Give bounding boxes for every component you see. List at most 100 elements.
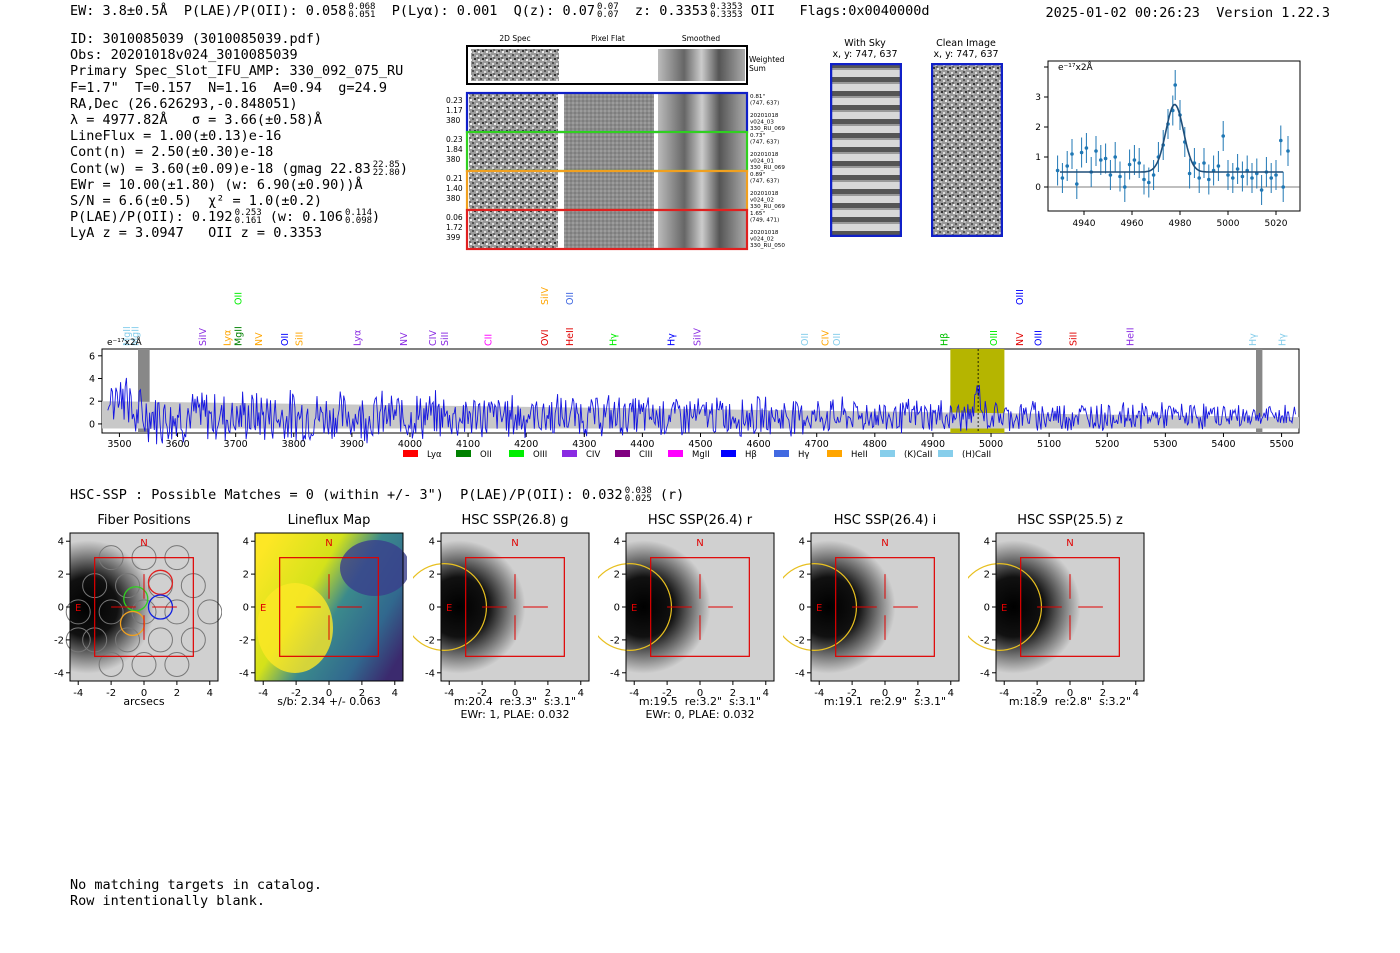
info-plae: P(LAE)/P(OII): 0.192 (70, 209, 233, 226)
fiber-green (123, 586, 149, 612)
cutout-2dspec (469, 94, 558, 131)
xtick-label: -2 (662, 688, 672, 699)
xtick-label: 2 (359, 688, 365, 699)
cutout-right-value: 20201018 (750, 152, 779, 158)
xtick-label: -2 (291, 688, 301, 699)
info-plae-w: (w: 0.106 (269, 209, 343, 226)
zoom-point (1187, 171, 1192, 176)
hsc-panel-caption: arcsecs (123, 695, 165, 708)
info-plae-hi: 0.253 (234, 208, 262, 219)
cutout-smoothed (658, 211, 746, 248)
emission-line-label: MgII (122, 326, 133, 346)
ytick-label: 4 (799, 537, 805, 548)
emission-line-label: SiII (440, 332, 451, 346)
legend-swatch (880, 450, 895, 457)
emission-line-label: SiII (295, 332, 306, 346)
xtick-label: 4 (763, 688, 769, 699)
info-contw: Cont(w) = 3.60(±0.09)e-18 (gmag 22.83 (70, 160, 371, 177)
cutout-right-value: 20201018 (750, 113, 779, 119)
plae-hi: 0.068 (348, 2, 376, 12)
ew-value: EW: 3.8±0.5Å (70, 3, 168, 19)
legend-swatch (721, 450, 736, 457)
emission-line-label: Lyα (223, 330, 234, 346)
xtick-label: -2 (106, 688, 116, 699)
emission-line-label: CII (483, 334, 494, 346)
ytick-label: 4 (614, 537, 620, 548)
fiber-circle (98, 599, 124, 625)
zoom-point (1079, 150, 1084, 155)
info-plae-lo: 0.161 (234, 216, 262, 227)
xtick-label: 0 (141, 688, 147, 699)
info-contw-row: Cont(w) = 3.60(±0.09)e-18 (gmag 22.83 22.… (70, 159, 408, 178)
ytick-label: 2 (984, 570, 990, 581)
weighted-smoothed (658, 49, 745, 81)
zoom-ytick-label: 3 (1035, 93, 1041, 103)
compass-north: N (325, 538, 332, 549)
info-lambda: λ = 4977.82Å σ = 3.66(±0.58)Å (70, 111, 322, 128)
cutout-right-value: v024_02 (750, 198, 774, 204)
spectrum-xtick-label: 4300 (572, 439, 596, 450)
emission-line-label: MgII (131, 326, 142, 346)
aperture-box (650, 557, 750, 657)
clean-image-label: Clean Image (936, 38, 996, 49)
compass-north: N (696, 538, 703, 549)
cutout-right-value: (749, 471) (750, 217, 779, 223)
zoom-point (1070, 152, 1074, 156)
spectrum-xtick-label: 4000 (398, 439, 422, 450)
legend-swatch (509, 450, 524, 457)
ytick-label: 4 (243, 537, 249, 548)
zoom-xtick-label: 4960 (1121, 219, 1144, 229)
ytick-label: 2 (243, 570, 249, 581)
cutout-right-value: v024_01 (750, 159, 774, 165)
cutout-2dspec (469, 211, 558, 248)
legend-swatch (615, 450, 630, 457)
gmag-hi: 22.85 (372, 159, 400, 170)
zoom-point (1094, 149, 1098, 153)
lineflux-peak (257, 583, 333, 673)
xtick-label: -4 (73, 688, 83, 699)
emission-line-label: CIV (428, 330, 439, 346)
gmag-lo: 22.80 (372, 167, 400, 178)
zoom-point (1065, 164, 1069, 168)
zoom-ylabel: e⁻¹⁷x2Å (1058, 61, 1094, 73)
zoom-point (1108, 173, 1113, 177)
fiber-circle (197, 599, 222, 625)
ytick-label: 2 (429, 570, 435, 581)
legend-label: Hγ (798, 450, 809, 460)
legend-swatch (403, 450, 418, 457)
compass-north: N (881, 538, 888, 549)
footer-line-2: Row intentionally blank. (70, 893, 266, 909)
info-id: ID: 3010085039 (3010085039.pdf) (70, 31, 322, 47)
legend-label: MgII (692, 450, 710, 460)
emission-line-label: OIII (989, 330, 1000, 346)
zoom-point (1118, 174, 1122, 179)
hsc-panel-title: Fiber Positions (97, 513, 191, 528)
info-contn: Cont(n) = 2.50(±0.30)e-18 (70, 144, 274, 161)
spectrum-ytick-label: 4 (89, 374, 95, 385)
xtick-label: -4 (999, 688, 1009, 699)
legend-label: (H)CaII (962, 450, 991, 460)
compass-east: E (75, 603, 81, 614)
cutout-left-value: 0.06 (446, 213, 463, 222)
cutout-left-value: 380 (446, 194, 461, 203)
hsc-panel-image: N E -4 -4 -2 -2 0 0 2 2 4 4 (413, 532, 590, 699)
zoom-point (1221, 134, 1225, 138)
legend-label: CIII (639, 450, 652, 460)
zoom-point (1151, 173, 1156, 177)
cutout-left-value: 0.23 (446, 96, 463, 105)
ytick-label: 2 (614, 570, 620, 581)
ytick-label: -2 (54, 635, 64, 646)
cutout-left-value: 0.23 (446, 135, 463, 144)
plae-lo: 0.051 (348, 10, 376, 20)
z-value: z: 0.3353 (634, 3, 709, 19)
ytick-label: -4 (610, 668, 620, 679)
zoom-point (1226, 173, 1230, 177)
galaxy-blob (441, 533, 589, 681)
masked-region (1256, 349, 1263, 433)
spectrum-line (107, 377, 1296, 445)
emission-line-label: SiIV (693, 328, 704, 346)
info-plae-row: P(LAE)/P(OII): 0.192 0.253 0.161 (w: 0.106… (70, 208, 408, 227)
qz-hi: 0.07 (596, 2, 619, 12)
zoom-point (1084, 146, 1089, 150)
